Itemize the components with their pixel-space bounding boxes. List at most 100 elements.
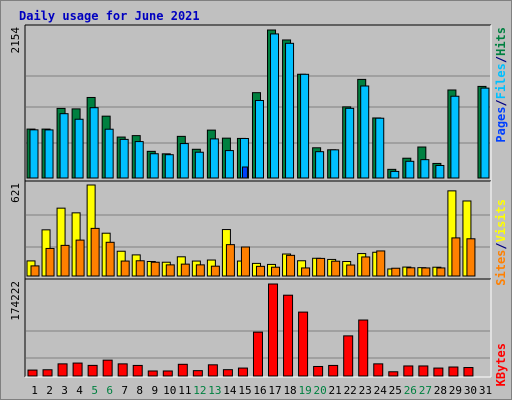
files-bar (300, 73, 310, 179)
files-bar (134, 141, 144, 179)
sites-bar (30, 265, 40, 277)
kbytes-bar (313, 365, 324, 377)
kbytes-bar (433, 367, 444, 377)
legend-files: Files (494, 63, 508, 99)
kbytes-bar (463, 367, 474, 377)
x-tick-label: 23 (359, 384, 372, 397)
legend-pages: Pages (494, 107, 508, 143)
x-tick-label: 18 (283, 384, 296, 397)
x-tick-label: 10 (163, 384, 176, 397)
x-tick-label: 14 (223, 384, 237, 397)
files-bar (209, 138, 219, 179)
pages-bar (241, 166, 248, 179)
legend-separator: / (494, 56, 508, 63)
sites-bar (150, 261, 160, 277)
sites-bar (421, 267, 431, 277)
kbytes-bar (358, 319, 369, 377)
sites-bar (436, 267, 446, 277)
sites-bar (165, 264, 175, 277)
x-tick-label: 30 (464, 384, 477, 397)
sites-bar (105, 241, 115, 277)
sites-bar (451, 237, 461, 277)
files-bar (44, 129, 54, 179)
kbytes-bar (388, 371, 399, 377)
sites-bar (376, 250, 386, 277)
kbytes-bar (147, 370, 158, 377)
x-tick-label: 11 (178, 384, 191, 397)
y-max-label-visits: 621 (9, 183, 22, 203)
chart-title: Daily usage for June 2021 (19, 9, 200, 23)
files-bar (435, 164, 445, 179)
x-tick-label: 19 (298, 384, 311, 397)
x-tick-label: 8 (136, 384, 143, 397)
legend-visits-sites: Sites/Visits (494, 199, 508, 286)
kbytes-bar (72, 362, 83, 377)
x-tick-label: 16 (253, 384, 266, 397)
sites-bar (45, 247, 55, 277)
sites-bar (120, 260, 130, 277)
legend-separator: / (494, 242, 508, 249)
x-tick-label: 1 (31, 384, 38, 397)
files-bar (29, 129, 39, 179)
sites-bar (195, 264, 205, 277)
x-tick-label: 26 (404, 384, 417, 397)
x-tick-label: 6 (106, 384, 113, 397)
x-tick-label: 22 (344, 384, 357, 397)
sites-bar (75, 239, 85, 277)
files-bar (450, 95, 460, 179)
legend-kbytes: KBytes (494, 343, 508, 386)
legend-kbytes: KBytes (494, 343, 508, 386)
x-tick-label: 29 (449, 384, 462, 397)
legend-hits-files-pages: Pages/Files/Hits (494, 27, 508, 143)
sites-bar (466, 238, 476, 277)
kbytes-bar (222, 369, 233, 377)
sites-bar (180, 263, 190, 277)
kbytes-bar (448, 366, 459, 377)
files-bar (375, 117, 385, 179)
files-bar (270, 33, 280, 179)
sites-bar (331, 260, 341, 277)
sites-bar (135, 260, 145, 277)
x-tick-label: 13 (208, 384, 221, 397)
kbytes-bar (192, 370, 203, 377)
x-tick-label: 2 (46, 384, 53, 397)
sites-bar (255, 265, 265, 277)
files-bar (104, 128, 114, 179)
files-bar (390, 170, 400, 179)
files-bar (89, 107, 99, 179)
files-bar (59, 113, 69, 179)
sites-bar (301, 267, 311, 277)
kbytes-bar (57, 363, 68, 377)
x-tick-label: 7 (121, 384, 128, 397)
files-bar (179, 143, 189, 179)
files-bar (330, 149, 340, 179)
files-bar (405, 160, 415, 179)
x-tick-label: 17 (268, 384, 281, 397)
x-tick-label: 24 (374, 384, 388, 397)
x-tick-label: 12 (193, 384, 206, 397)
sites-bar (391, 267, 401, 277)
legend-hits: Hits (494, 27, 508, 56)
files-bar (74, 118, 84, 179)
sites-bar (316, 257, 326, 277)
kbytes-bar (117, 363, 128, 377)
kbytes-bar (403, 365, 414, 377)
kbytes-bar (418, 365, 429, 377)
kbytes-bar (42, 369, 53, 377)
sites-bar (90, 227, 100, 277)
files-bar (194, 151, 204, 179)
x-tick-label: 5 (91, 384, 98, 397)
sites-bar (240, 246, 250, 277)
y-max-label-kbytes: 174222 (9, 281, 22, 321)
x-tick-label: 9 (151, 384, 158, 397)
kbytes-bar (27, 369, 38, 377)
legend-visits: Visits (494, 199, 508, 242)
kbytes-bar (373, 363, 384, 377)
kbytes-bar (132, 364, 143, 377)
files-bar (360, 85, 370, 179)
kbytes-bar (177, 363, 188, 377)
sites-bar (286, 254, 296, 277)
x-tick-label: 3 (61, 384, 68, 397)
kbytes-bar (328, 364, 339, 377)
